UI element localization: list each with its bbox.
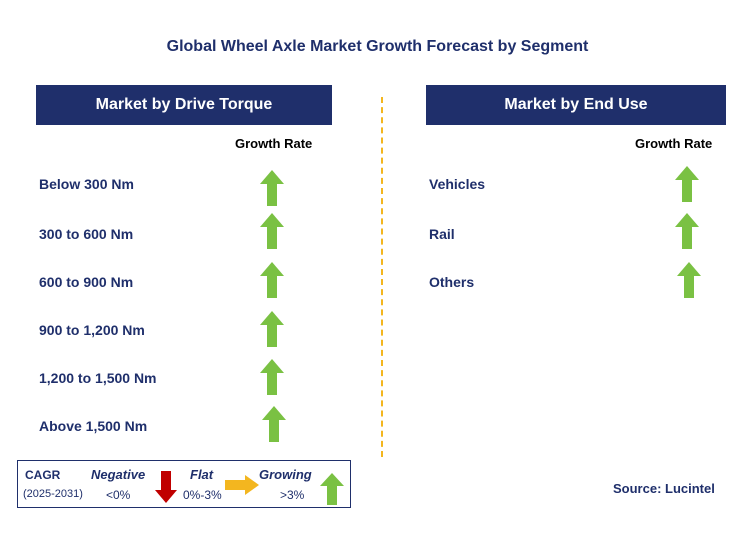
legend-negative-label: Negative	[91, 467, 146, 482]
arrow-up-icon	[260, 213, 284, 249]
right-growth-rate-label: Growth Rate	[635, 136, 713, 151]
panel-divider	[381, 97, 383, 457]
arrow-down-icon	[155, 471, 177, 508]
legend-period: (2025-2031)	[23, 488, 83, 500]
arrow-right-icon	[225, 475, 259, 500]
arrow-up-icon	[320, 473, 344, 510]
arrow-up-icon	[675, 213, 699, 249]
row-label-rail: Rail	[429, 226, 455, 242]
row-label-600-900: 600 to 900 Nm	[39, 274, 134, 290]
arrow-up-icon	[260, 262, 284, 298]
arrow-up-icon	[677, 262, 701, 298]
legend-flat-label: Flat	[190, 467, 214, 482]
arrow-up-icon	[260, 311, 284, 347]
row-label-300-600: 300 to 600 Nm	[39, 226, 134, 242]
row-label-below-300: Below 300 Nm	[39, 176, 134, 192]
legend-flat-range: 0%-3%	[183, 488, 222, 502]
arrow-up-icon	[262, 406, 286, 442]
row-label-vehicles: Vehicles	[429, 176, 486, 192]
end-use-header: Market by End Use	[426, 85, 726, 125]
chart-title: Global Wheel Axle Market Growth Forecast…	[166, 38, 589, 55]
source-note: Source: Lucintel	[613, 481, 715, 496]
legend-cagr-label: CAGR	[25, 468, 61, 482]
row-label-1200-1500: 1,200 to 1,500 Nm	[39, 370, 157, 386]
legend-box: CAGR (2025-2031) Negative <0% Flat 0%-3%…	[17, 460, 351, 508]
legend-growing-label: Growing	[259, 467, 312, 482]
arrow-up-icon	[675, 166, 699, 202]
left-growth-rate-label: Growth Rate	[235, 136, 313, 151]
arrow-up-icon	[260, 359, 284, 395]
row-label-others: Others	[429, 274, 475, 290]
row-label-above-1500: Above 1,500 Nm	[39, 418, 148, 434]
row-label-900-1200: 900 to 1,200 Nm	[39, 322, 145, 338]
legend-negative-range: <0%	[106, 488, 131, 502]
legend-growing-range: >3%	[280, 488, 305, 502]
arrow-up-icon	[260, 170, 284, 206]
drive-torque-header: Market by Drive Torque	[36, 85, 332, 125]
